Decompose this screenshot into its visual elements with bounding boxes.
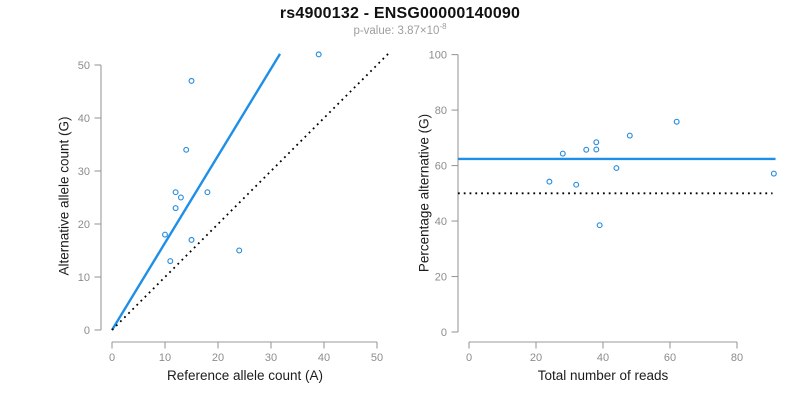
data-point [626, 132, 633, 139]
x-tick-label: 0 [466, 352, 472, 364]
data-point [236, 247, 243, 254]
x-tick-label: 80 [731, 352, 743, 364]
x-tick-label: 40 [597, 352, 609, 364]
right-plot-y-axis-title: Percentage alternative (G) [416, 113, 432, 273]
p-value-subtitle: p-value: 3.87×10-8 [0, 22, 800, 37]
data-point [177, 194, 184, 201]
x-tick-label: 30 [265, 352, 277, 364]
y-tick-label: 0 [84, 325, 90, 337]
data-point [315, 51, 322, 58]
y-tick-label: 50 [78, 60, 90, 72]
x-tick-label: 60 [664, 352, 676, 364]
data-point [673, 118, 680, 125]
x-tick-label: 10 [159, 352, 171, 364]
data-point [596, 222, 603, 229]
data-point [546, 178, 553, 185]
x-tick-label: 50 [371, 352, 383, 364]
data-point [204, 189, 211, 196]
data-point [559, 150, 566, 157]
data-point [183, 146, 190, 153]
y-tick-label: 30 [78, 166, 90, 178]
left-plot-x-axis-title: Reference allele count (A) [166, 368, 324, 383]
data-point [188, 77, 195, 84]
y-tick-label: 20 [78, 219, 90, 231]
y-tick-label: 100 [429, 49, 447, 61]
data-point [167, 258, 174, 265]
y-tick-label: 10 [78, 272, 90, 284]
y-tick-label: 0 [441, 327, 447, 339]
x-tick-label: 20 [212, 352, 224, 364]
y-tick-label: 40 [78, 113, 90, 125]
y-tick-label: 20 [435, 271, 447, 283]
data-point [613, 165, 620, 172]
identity-line [111, 52, 390, 331]
x-tick-label: 0 [109, 352, 115, 364]
x-tick-label: 40 [318, 352, 330, 364]
data-point [162, 231, 168, 238]
left-plot-y-axis-title: Alternative allele count (G) [56, 116, 72, 276]
left-allele-count-plot: 0 10 20 30 40 50 0 10 20 30 40 50 [78, 51, 390, 364]
p-value-text: p-value: 3.87×10 [353, 24, 440, 37]
page-title: rs4900132 - ENSG00000140090 [279, 5, 521, 22]
data-point [593, 139, 600, 146]
p-value-exponent: -8 [439, 22, 447, 31]
data-point [172, 189, 179, 196]
data-point [188, 236, 195, 243]
data-point [573, 181, 580, 188]
right-percentage-plot: 0 20 40 60 80 100 0 20 40 60 80 [429, 49, 777, 364]
data-point [172, 205, 179, 212]
fitted-ratio-line [110, 53, 282, 331]
y-tick-label: 40 [435, 216, 447, 228]
right-plot-x-axis-title: Total number of reads [537, 368, 669, 383]
y-tick-label: 80 [435, 105, 447, 117]
x-tick-label: 20 [530, 352, 542, 364]
data-point [593, 146, 600, 153]
data-point [583, 146, 590, 153]
y-tick-label: 60 [435, 160, 447, 172]
data-point [770, 170, 777, 177]
